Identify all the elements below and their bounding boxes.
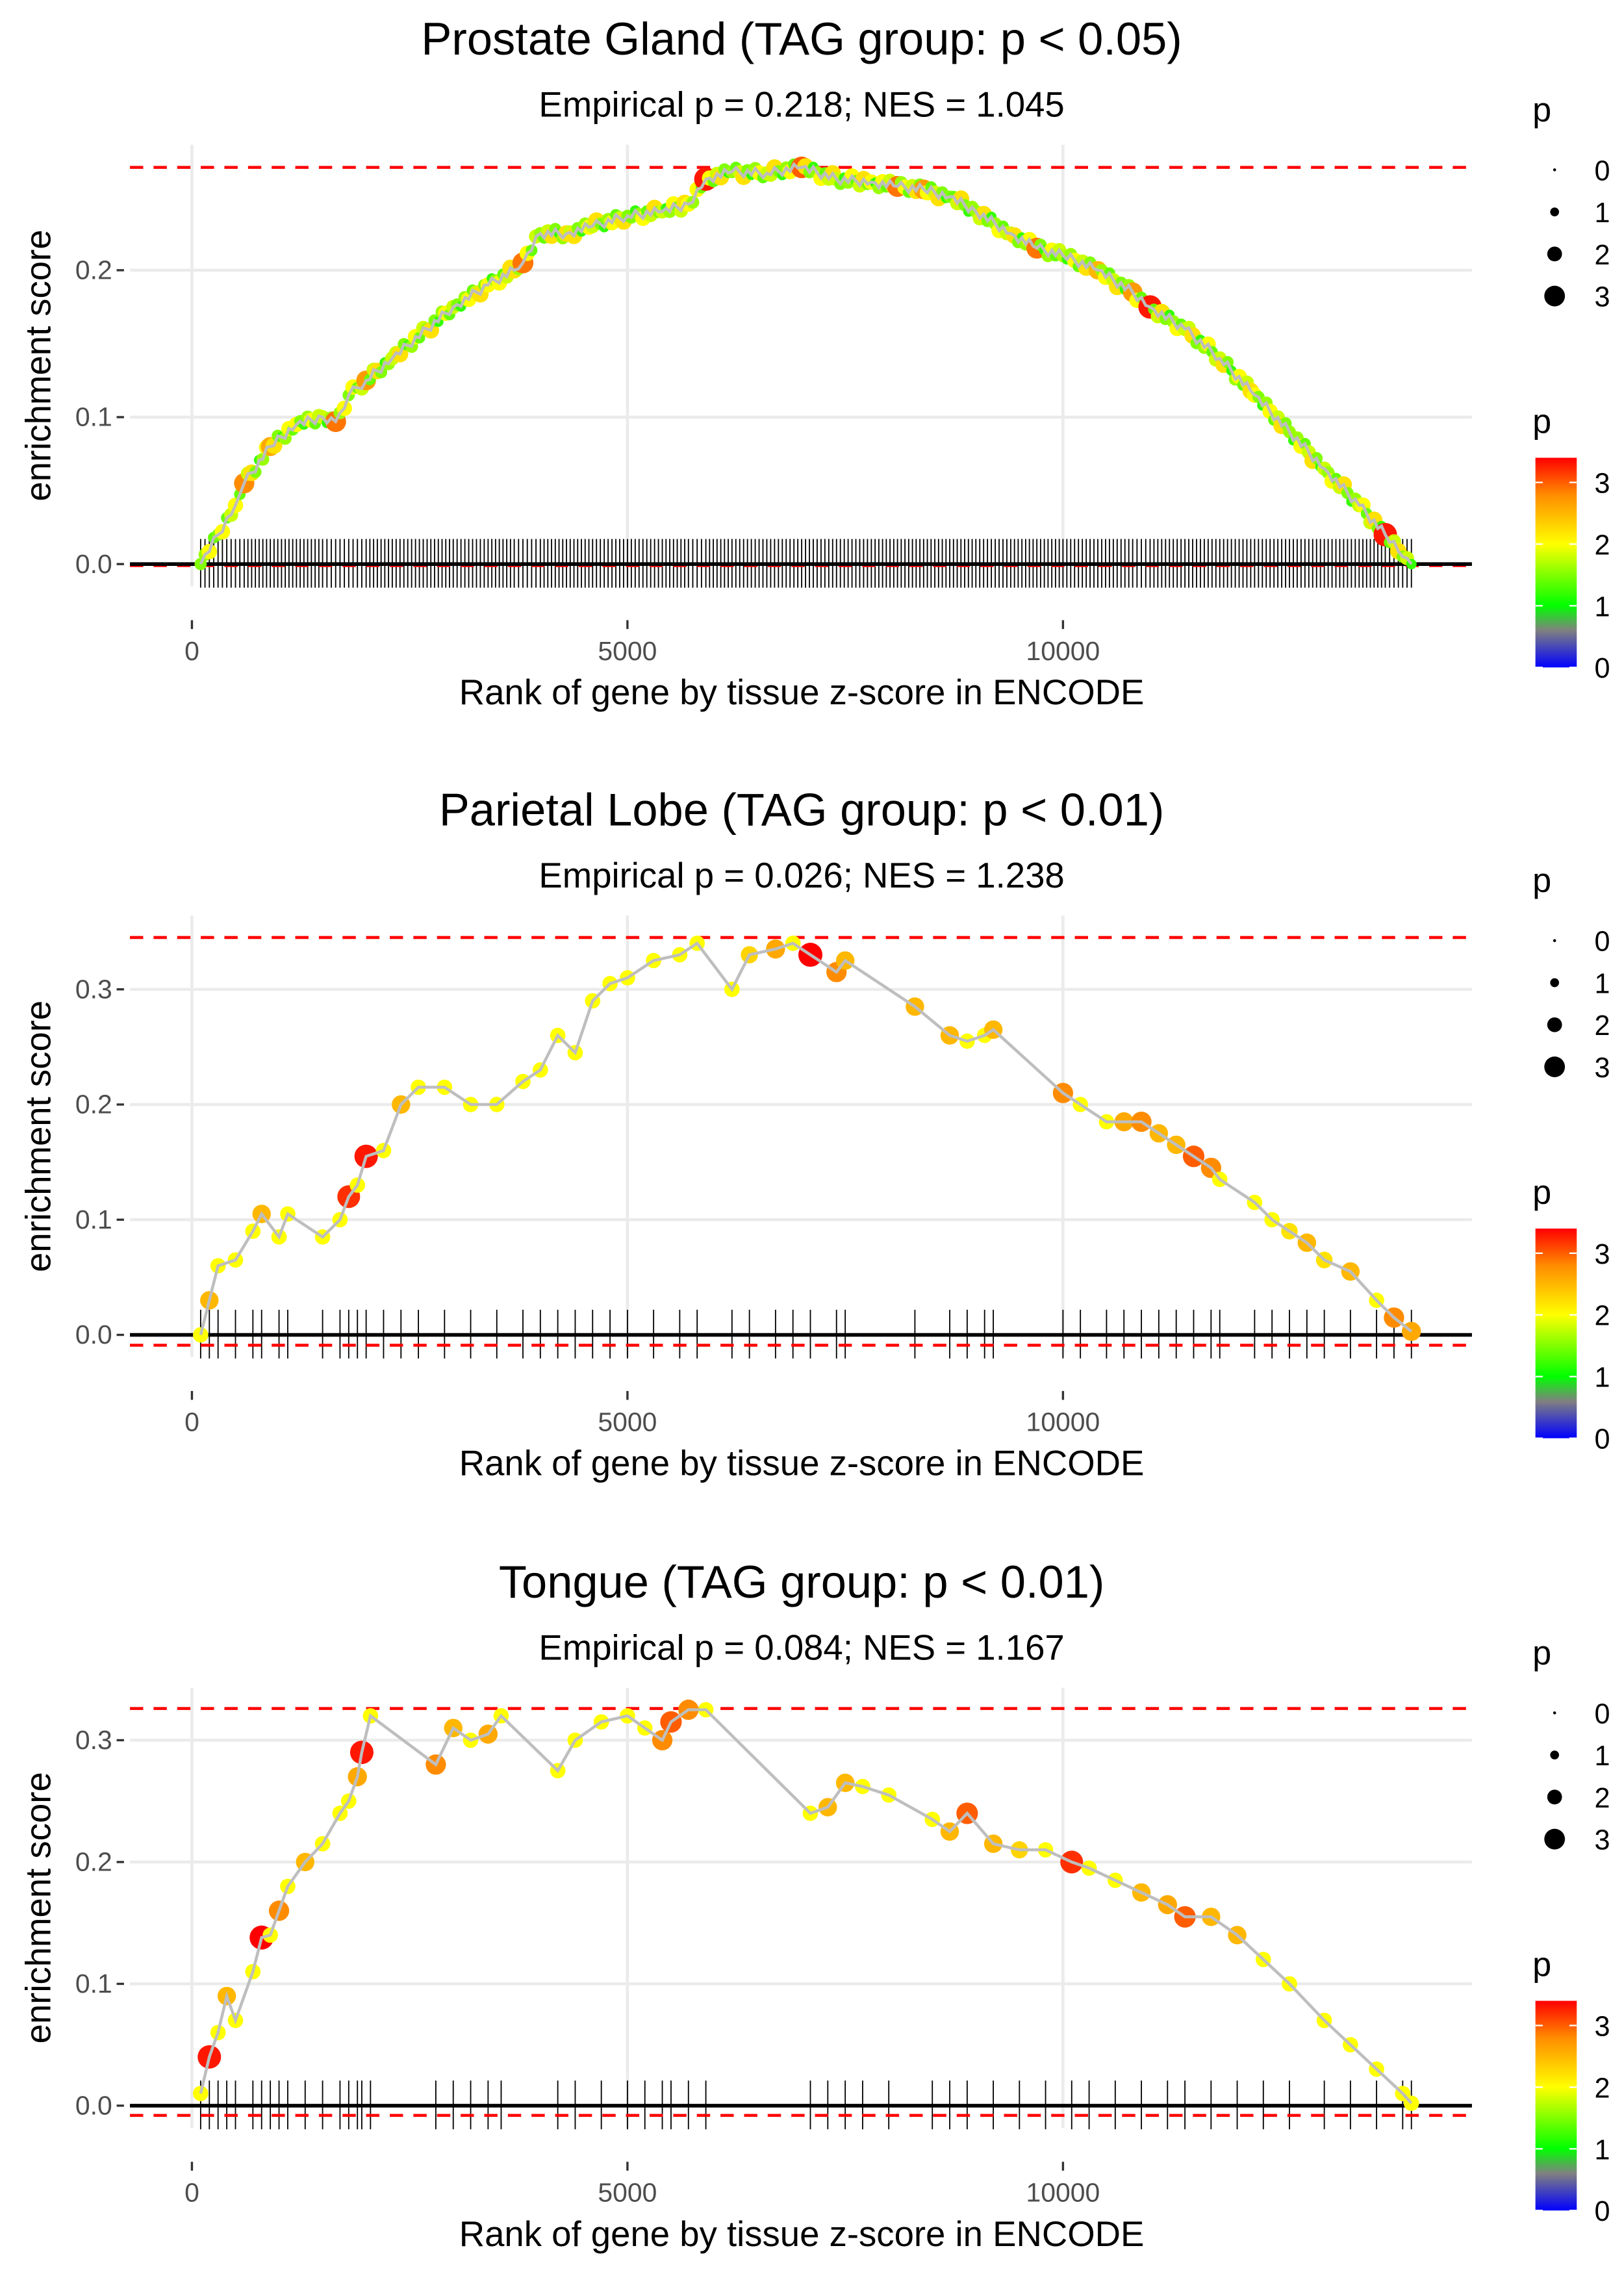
colorbar-label: 3 xyxy=(1595,2011,1610,2042)
color-legend-title: p xyxy=(1532,1946,1551,1984)
size-legend-label: 2 xyxy=(1595,240,1610,271)
colorbar-label: 0 xyxy=(1595,1424,1610,1455)
x-axis-label: Rank of gene by tissue z-score in ENCODE xyxy=(459,672,1145,712)
y-tick-label: 0.0 xyxy=(75,1320,112,1349)
size-legend-title: p xyxy=(1532,91,1551,129)
colorbar xyxy=(1535,1228,1577,1438)
y-tick-label: 0.1 xyxy=(75,402,112,432)
size-legend-label: 0 xyxy=(1595,926,1610,958)
panel-2: Parietal Lobe (TAG group: p < 0.01) Empir… xyxy=(18,784,1610,1483)
enrichment-curve xyxy=(199,941,1413,1336)
size-legend-dot xyxy=(1544,1056,1566,1077)
size-legend-label: 2 xyxy=(1595,1010,1610,1041)
x-tick-label: 10000 xyxy=(1026,2178,1100,2208)
x-tick-label: 10000 xyxy=(1026,636,1100,666)
y-tick-label: 0.2 xyxy=(75,255,112,285)
colorbar-label: 3 xyxy=(1595,468,1610,499)
x-tick-label: 0 xyxy=(184,636,199,666)
legend: p 0 1 2 3 p 3 2 1 0 xyxy=(1532,862,1610,1455)
color-legend-title: p xyxy=(1532,403,1551,441)
x-axis-label: Rank of gene by tissue z-score in ENCODE xyxy=(459,1443,1145,1483)
colorbar-label: 3 xyxy=(1595,1239,1610,1270)
size-legend-label: 1 xyxy=(1595,198,1610,229)
size-legend-dot xyxy=(1550,1750,1559,1759)
x-tick-label: 0 xyxy=(184,1407,199,1437)
colorbar-label: 2 xyxy=(1595,530,1610,561)
size-legend-label: 1 xyxy=(1595,1741,1610,1772)
size-legend-dot xyxy=(1547,1017,1562,1032)
size-legend-dot xyxy=(1544,285,1566,307)
size-legend-label: 0 xyxy=(1595,155,1610,186)
y-tick-label: 0.0 xyxy=(75,549,112,579)
enrichment-curve xyxy=(199,1708,1413,2104)
data-point xyxy=(193,1327,209,1343)
size-legend-label: 2 xyxy=(1595,1783,1610,1814)
y-tick-label: 0.3 xyxy=(75,974,112,1004)
x-axis-label: Rank of gene by tissue z-score in ENCODE xyxy=(459,2214,1145,2254)
size-legend-dot xyxy=(1553,1711,1556,1715)
chart-title: Prostate Gland (TAG group: p < 0.05) xyxy=(421,13,1182,64)
size-legend-label: 0 xyxy=(1595,1698,1610,1730)
size-legend-dot xyxy=(1547,246,1562,262)
y-tick-label: 0.2 xyxy=(75,1847,112,1877)
legend: p 0 1 2 3 p 3 2 1 0 xyxy=(1532,91,1610,684)
colorbar xyxy=(1535,457,1577,668)
size-legend-title: p xyxy=(1532,862,1551,900)
size-legend-dot xyxy=(1544,1828,1566,1850)
colorbar-label: 0 xyxy=(1595,653,1610,684)
colorbar-label: 1 xyxy=(1595,2134,1610,2165)
panel-1: Prostate Gland (TAG group: p < 0.05) Empi… xyxy=(18,13,1610,712)
panel-3: Tongue (TAG group: p < 0.01) Empirical p … xyxy=(18,1556,1610,2254)
y-tick-label: 0.1 xyxy=(75,1969,112,1999)
x-tick-label: 0 xyxy=(184,2178,199,2208)
colorbar-label: 1 xyxy=(1595,591,1610,622)
size-legend-label: 3 xyxy=(1595,1053,1610,1084)
x-tick-label: 5000 xyxy=(598,636,657,666)
y-axis-label: enrichment score xyxy=(18,1001,58,1272)
y-tick-label: 0.3 xyxy=(75,1725,112,1755)
chart-title: Parietal Lobe (TAG group: p < 0.01) xyxy=(439,784,1165,835)
y-axis-label: enrichment score xyxy=(18,1772,58,2043)
enrichment-curve xyxy=(199,162,1413,565)
size-legend-label: 3 xyxy=(1595,1825,1610,1856)
chart-subtitle: Empirical p = 0.218; NES = 1.045 xyxy=(539,85,1064,125)
colorbar xyxy=(1535,2000,1577,2211)
y-axis-label: enrichment score xyxy=(18,229,58,501)
x-tick-label: 10000 xyxy=(1026,1407,1100,1437)
data-point xyxy=(193,2086,209,2101)
colorbar-label: 1 xyxy=(1595,1362,1610,1394)
y-tick-label: 0.0 xyxy=(75,2091,112,2121)
size-legend-label: 3 xyxy=(1595,282,1610,313)
size-legend-dot xyxy=(1547,1789,1562,1805)
chart-subtitle: Empirical p = 0.026; NES = 1.238 xyxy=(539,856,1064,895)
colorbar-label: 2 xyxy=(1595,1301,1610,1332)
x-tick-label: 5000 xyxy=(598,2178,657,2208)
size-legend-dot xyxy=(1553,939,1556,942)
size-legend-dot xyxy=(1550,978,1559,988)
size-legend-title: p xyxy=(1532,1634,1551,1672)
y-tick-label: 0.2 xyxy=(75,1090,112,1119)
color-legend-title: p xyxy=(1532,1173,1551,1211)
size-legend-dot xyxy=(1553,168,1556,172)
size-legend-dot xyxy=(1550,207,1559,216)
size-legend-label: 1 xyxy=(1595,968,1610,999)
chart-subtitle: Empirical p = 0.084; NES = 1.167 xyxy=(539,1628,1064,1668)
x-tick-label: 5000 xyxy=(598,1407,657,1437)
chart-title: Tongue (TAG group: p < 0.01) xyxy=(499,1556,1105,1607)
colorbar-label: 0 xyxy=(1595,2196,1610,2227)
y-tick-label: 0.1 xyxy=(75,1205,112,1234)
colorbar-label: 2 xyxy=(1595,2073,1610,2104)
legend: p 0 1 2 3 p 3 2 1 0 xyxy=(1532,1634,1610,2227)
